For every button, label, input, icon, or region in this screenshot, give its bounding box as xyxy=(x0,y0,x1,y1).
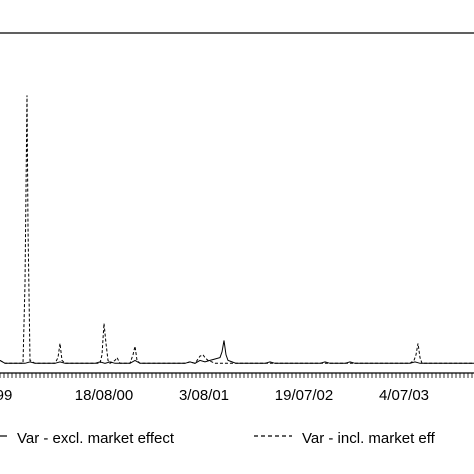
series-line-excl-market-effect xyxy=(0,340,474,364)
x-axis-tick-labels: 99 18/08/00 3/08/01 19/07/02 4/07/03 xyxy=(0,387,429,404)
legend-label-dashed: Var - incl. market eff xyxy=(302,430,436,447)
x-tick-label: 3/08/01 xyxy=(179,387,229,404)
x-axis-ticks xyxy=(0,373,473,378)
x-tick-label: 18/08/00 xyxy=(75,387,133,404)
x-tick-label: 4/07/03 xyxy=(379,387,429,404)
legend-label-solid: Var - excl. market effect xyxy=(17,430,175,447)
legend: Var - excl. market effect Var - incl. ma… xyxy=(0,430,436,447)
x-tick-label: 99 xyxy=(0,387,12,404)
x-tick-label: 19/07/02 xyxy=(275,387,333,404)
series-lines xyxy=(0,95,474,364)
plot-area: 99 18/08/00 3/08/01 19/07/02 4/07/03 xyxy=(0,32,474,404)
series-line-incl-market-effect xyxy=(0,95,474,364)
